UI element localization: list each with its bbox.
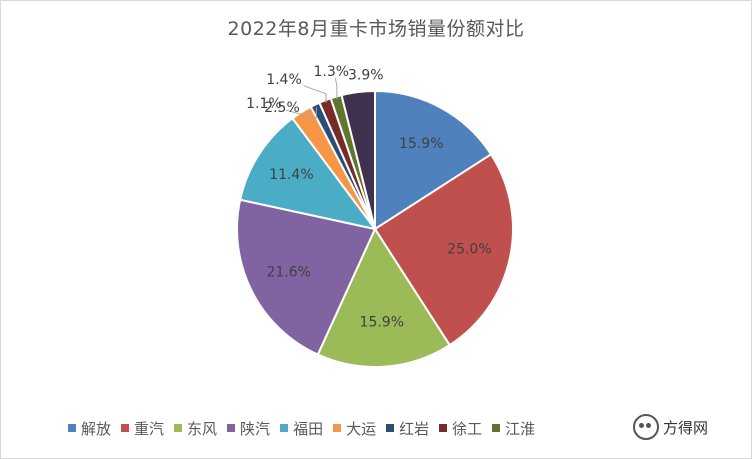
legend-label: 徐工 bbox=[452, 419, 483, 438]
pie-slice-4 bbox=[238, 116, 378, 231]
pie-slice-3 bbox=[236, 198, 377, 356]
legend-swatch bbox=[121, 424, 130, 432]
legend-label: 江淮 bbox=[505, 419, 536, 438]
data-label-6: 1.1% bbox=[246, 96, 282, 112]
data-labels: 15.9% 25.0% 15.9% 21.6% 11.4% 2.5%1.1% 1.4% 1.3… bbox=[246, 64, 492, 331]
legend-item-8: 江淮 bbox=[492, 418, 535, 439]
legend-label: 大运 bbox=[346, 419, 377, 438]
legend-swatch bbox=[386, 424, 395, 432]
legend-label: 东风 bbox=[187, 419, 218, 438]
legend-swatch bbox=[68, 424, 76, 432]
wechat-icon bbox=[633, 414, 659, 440]
legend: 解放 重汽 东风 陕汽 福田 大运 红岩 徐工 江淮 bbox=[68, 418, 545, 438]
data-label-0: 15.9% bbox=[399, 136, 443, 152]
watermark: 方得网 bbox=[633, 412, 709, 442]
data-label-3: 21.6% bbox=[266, 264, 310, 280]
legend-item-2: 东风 bbox=[174, 418, 217, 439]
data-label-5: 2.5% bbox=[264, 100, 300, 116]
legend-swatch bbox=[174, 424, 183, 432]
legend-swatch bbox=[492, 424, 501, 432]
leader-line-7 bbox=[303, 85, 327, 103]
data-label-4: 11.4% bbox=[269, 167, 313, 183]
legend-swatch bbox=[439, 424, 448, 432]
data-label-2: 15.9% bbox=[360, 315, 404, 331]
data-label-7: 1.4% bbox=[266, 72, 302, 88]
pie-slice-9 bbox=[340, 89, 376, 230]
legend-swatch bbox=[227, 424, 236, 432]
legend-label: 红岩 bbox=[399, 419, 430, 438]
legend-swatch bbox=[333, 424, 342, 432]
legend-swatch bbox=[280, 424, 289, 432]
legend-item-6: 红岩 bbox=[386, 418, 429, 439]
legend-label: 福田 bbox=[293, 419, 324, 438]
pie-slice-1 bbox=[373, 152, 514, 347]
pie-slice-0 bbox=[374, 89, 493, 231]
legend-item-7: 徐工 bbox=[439, 418, 482, 439]
legend-item-0: 解放 bbox=[68, 418, 111, 439]
legend-item-1: 重汽 bbox=[121, 418, 164, 439]
legend-label: 陕汽 bbox=[240, 419, 271, 438]
watermark-text: 方得网 bbox=[663, 418, 709, 437]
legend-label: 解放 bbox=[81, 419, 112, 438]
data-label-8: 1.3% bbox=[314, 64, 350, 80]
chart-title: 2022年8月重卡市场销量份额对比 bbox=[227, 18, 525, 40]
legend-label: 重汽 bbox=[134, 419, 165, 438]
leader-line-8 bbox=[334, 77, 338, 100]
data-label-9: 3.9% bbox=[348, 67, 384, 83]
legend-item-5: 大运 bbox=[333, 418, 376, 439]
legend-item-4: 福田 bbox=[280, 418, 323, 439]
leader-lines bbox=[285, 77, 338, 119]
pie-slices bbox=[236, 89, 514, 368]
leader-line-6 bbox=[285, 107, 317, 119]
pie-slice-2 bbox=[316, 226, 452, 368]
legend-item-3: 陕汽 bbox=[227, 418, 270, 439]
data-label-1: 25.0% bbox=[447, 242, 491, 258]
